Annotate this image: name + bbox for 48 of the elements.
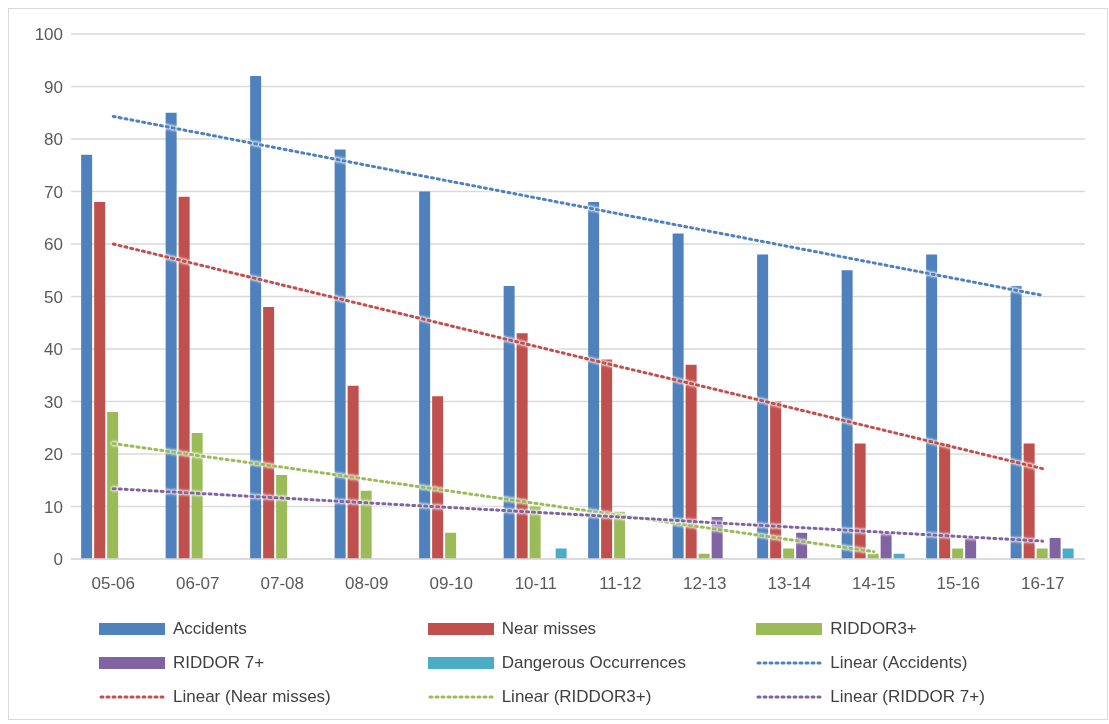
bar: [529, 506, 541, 559]
bar: [854, 443, 866, 559]
x-tick-label: 16-17: [1021, 574, 1065, 594]
bar: [347, 385, 359, 559]
bar: [276, 475, 288, 559]
legend-label: RIDDOR 7+: [173, 653, 265, 673]
legend-label: Accidents: [173, 619, 247, 639]
bar: [445, 532, 457, 559]
x-tick-label: 09-10: [429, 574, 473, 594]
x-tick-label: 07-08: [260, 574, 304, 594]
y-tick-label: 70: [44, 182, 63, 202]
legend-label: RIDDOR3+: [830, 619, 917, 639]
y-tick-label: 20: [44, 445, 63, 465]
x-tick-label: 13-14: [767, 574, 811, 594]
legend-label: Near misses: [501, 619, 597, 639]
x-tick-label: 10-11: [514, 574, 557, 594]
legend-label: Linear (Accidents): [830, 653, 968, 673]
y-tick-label: 40: [44, 340, 63, 360]
y-tick-label: 100: [34, 25, 63, 45]
x-tick-label: 12-13: [683, 574, 727, 594]
bar: [94, 202, 106, 559]
bar: [81, 154, 93, 559]
legend-label: Linear (Near misses): [173, 687, 331, 707]
y-tick-label: 80: [44, 130, 63, 150]
bar: [360, 490, 372, 559]
bar: [757, 254, 769, 559]
bar: [841, 270, 853, 559]
x-tick-label: 14-15: [852, 574, 896, 594]
x-tick-label: 11-12: [599, 574, 642, 594]
legend-label: Dangerous Occurrences: [501, 653, 686, 673]
legend-label: Linear (RIDDOR 7+): [830, 687, 985, 707]
y-tick-label: 10: [44, 497, 63, 517]
y-tick-label: 60: [44, 235, 63, 255]
bar: [503, 286, 515, 559]
legend-label: Linear (RIDDOR3+): [501, 687, 652, 707]
y-tick-label: 50: [44, 287, 63, 307]
y-tick-label: 90: [44, 77, 63, 97]
bar: [1049, 538, 1061, 559]
x-tick-label: 15-16: [936, 574, 980, 594]
bar: [419, 191, 431, 559]
bar: [672, 233, 684, 559]
bar: [263, 307, 275, 559]
x-tick-label: 06-07: [176, 574, 220, 594]
bar: [432, 396, 444, 559]
y-tick-label: 0: [53, 550, 63, 570]
y-tick-label: 30: [44, 392, 63, 412]
x-tick-label: 08-09: [345, 574, 389, 594]
x-tick-label: 05-06: [91, 574, 135, 594]
